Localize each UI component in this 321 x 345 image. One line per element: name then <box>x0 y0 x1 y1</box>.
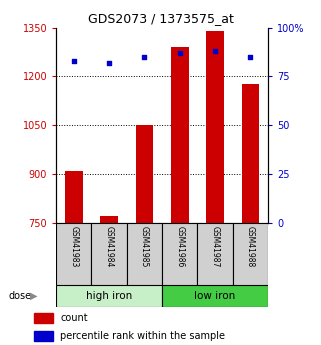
Text: low iron: low iron <box>195 291 236 301</box>
Bar <box>127 223 162 285</box>
Bar <box>135 125 153 223</box>
Text: GSM41983: GSM41983 <box>69 226 78 267</box>
Bar <box>197 223 233 285</box>
Bar <box>162 223 197 285</box>
Bar <box>162 285 268 307</box>
Bar <box>56 285 162 307</box>
Bar <box>100 216 118 223</box>
Text: count: count <box>60 313 88 323</box>
Bar <box>91 223 127 285</box>
Text: GSM41984: GSM41984 <box>105 226 114 267</box>
Text: GSM41988: GSM41988 <box>246 226 255 267</box>
Text: percentile rank within the sample: percentile rank within the sample <box>60 331 225 341</box>
Bar <box>171 47 188 223</box>
Bar <box>65 170 82 223</box>
Point <box>213 48 218 54</box>
Text: GSM41985: GSM41985 <box>140 226 149 267</box>
Text: GSM41987: GSM41987 <box>211 226 220 267</box>
Point <box>142 54 147 60</box>
Point <box>248 54 253 60</box>
Point <box>107 60 112 66</box>
Bar <box>56 223 91 285</box>
Bar <box>233 223 268 285</box>
Text: GDS2073 / 1373575_at: GDS2073 / 1373575_at <box>88 12 233 25</box>
Text: GSM41986: GSM41986 <box>175 226 184 267</box>
Bar <box>34 313 53 323</box>
Bar <box>241 85 259 223</box>
Text: dose: dose <box>8 291 31 300</box>
Point <box>71 58 76 63</box>
Text: ▶: ▶ <box>30 291 37 300</box>
Bar <box>206 31 224 223</box>
Point <box>177 50 182 56</box>
Bar <box>34 331 53 342</box>
Text: high iron: high iron <box>86 291 132 301</box>
